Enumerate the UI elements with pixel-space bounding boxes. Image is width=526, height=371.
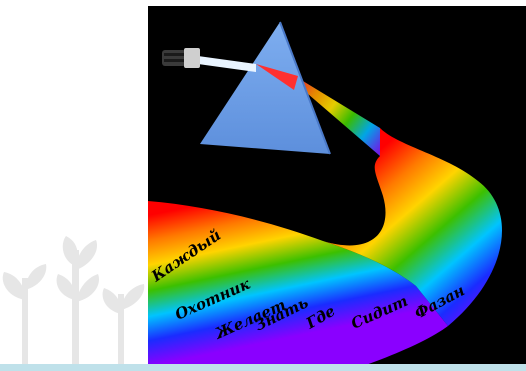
bottom-accent-bar — [0, 364, 526, 371]
dispersed-beam — [298, 78, 380, 156]
prism-dispersion-diagram: Каждый Охотник Желает Знать Где Сидит Фа… — [148, 6, 526, 371]
prism-icon — [200, 22, 330, 154]
flashlight-icon — [162, 48, 200, 68]
incoming-light-beam — [198, 56, 256, 72]
rainbow-curve — [323, 128, 502, 326]
prism-edge — [279, 21, 331, 155]
rainbow-band — [148, 201, 448, 371]
internal-spectrum — [256, 64, 298, 90]
plant-sprouts-icon — [2, 236, 145, 364]
